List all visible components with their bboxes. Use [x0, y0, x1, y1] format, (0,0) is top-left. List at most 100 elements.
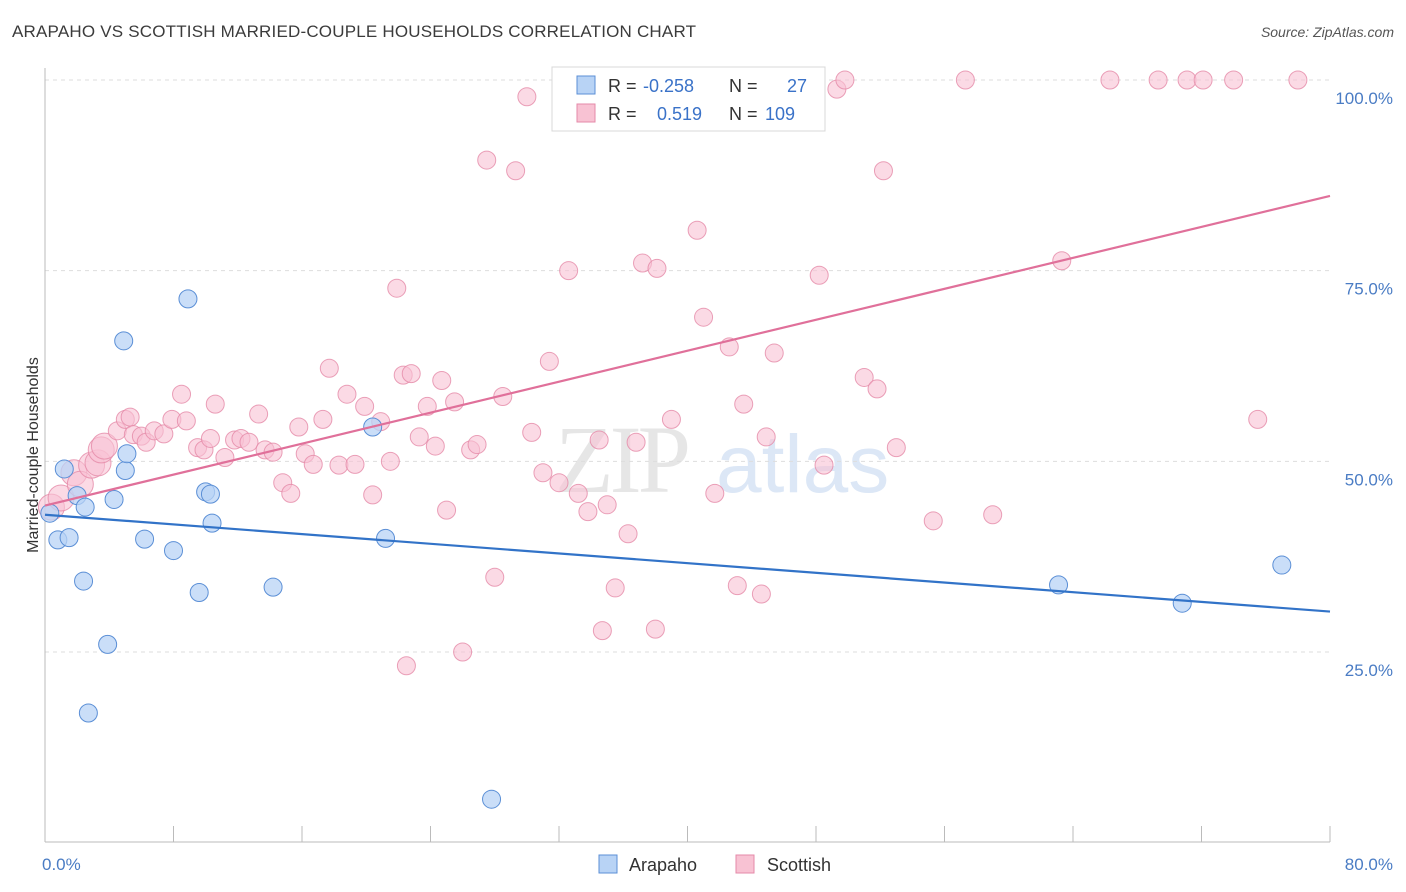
stats-n-label-arapaho: N = [729, 76, 758, 96]
x-ticks [44, 826, 1331, 842]
scottish-point-71 [618, 524, 638, 544]
scottish-point-61 [522, 422, 542, 442]
legend: Arapaho Scottish [598, 854, 831, 875]
scottish-point-92 [886, 438, 906, 458]
scottish-point-90 [867, 379, 887, 399]
scottish-point-93 [923, 511, 943, 531]
arapaho-point-20 [263, 577, 283, 597]
scottish-point-82 [751, 584, 771, 604]
scottish-point-44 [387, 278, 407, 298]
scottish-point-69 [597, 495, 617, 515]
scottish-point-95 [983, 505, 1003, 525]
arapaho-point-7 [78, 703, 98, 723]
scottish-point-78 [705, 483, 725, 503]
stats-box-frame [551, 66, 826, 132]
scottish-point-68 [589, 430, 609, 450]
arapaho-trend-line [44, 513, 1331, 613]
scottish-point-48 [417, 396, 437, 416]
y-tick-label-75: 75.0% [1345, 280, 1393, 299]
scottish-point-91 [873, 161, 893, 181]
scottish-point-66 [568, 483, 588, 503]
arapaho-point-22 [376, 528, 396, 548]
arapaho-point-12 [114, 331, 134, 351]
chart-source: Source: ZipAtlas.com [1260, 24, 1394, 40]
arapaho-point-15 [178, 289, 198, 309]
scottish-trend-line [44, 194, 1331, 507]
scottish-point-76 [687, 220, 707, 240]
arapaho-point-13 [135, 529, 155, 549]
scottish-point-49 [425, 436, 445, 456]
arapaho-point-19 [202, 513, 222, 533]
arapaho-point-26 [1272, 555, 1292, 575]
legend-swatch-arapaho [598, 854, 618, 874]
scottish-point-103 [1288, 70, 1308, 90]
scottish-point-101 [1224, 70, 1244, 90]
arapaho-point-8 [98, 634, 118, 654]
x-tick-label-max: 80.0% [1345, 855, 1393, 874]
stats-r-label-scottish: R = [608, 104, 637, 124]
scottish-point-64 [549, 473, 569, 493]
scottish-point-57 [485, 567, 505, 587]
y-axis-title: Married-couple Households [25, 357, 42, 553]
scottish-point-72 [626, 432, 646, 452]
scottish-point-53 [453, 642, 473, 662]
scottish-point-26 [239, 432, 259, 452]
scottish-point-77 [694, 307, 714, 327]
arapaho-point-23 [482, 789, 502, 809]
scottish-point-51 [437, 500, 457, 520]
stats-n-value-scottish: 109 [765, 104, 795, 124]
scottish-point-75 [661, 409, 681, 429]
scottish-point-34 [303, 454, 323, 474]
scottish-point-55 [467, 435, 487, 455]
y-tick-labels: 25.0% 50.0% 75.0% 100.0% [1335, 89, 1393, 680]
scottish-point-43 [380, 451, 400, 471]
y-tick-label-25: 25.0% [1345, 661, 1393, 680]
x-tick-label-min: 0.0% [42, 855, 81, 874]
arapaho-point-25 [1172, 593, 1192, 613]
legend-label-scottish: Scottish [767, 855, 831, 875]
stats-swatch-scottish [576, 103, 596, 123]
y-tick-label-50: 50.0% [1345, 470, 1393, 489]
arapaho-point-24 [1049, 575, 1069, 595]
scottish-point-87 [814, 455, 834, 475]
stats-r-value-scottish: 0.519 [657, 104, 702, 124]
scottish-point-62 [533, 463, 553, 483]
stats-r-label-arapaho: R = [608, 76, 637, 96]
arapaho-point-2 [54, 459, 74, 479]
scottish-point-60 [517, 87, 537, 107]
scottish-point-104 [396, 656, 416, 676]
chart-title: ARAPAHO VS SCOTTISH MARRIED-COUPLE HOUSE… [12, 22, 697, 41]
arapaho-point-3 [59, 528, 79, 548]
scottish-points [37, 70, 1308, 676]
arapaho-point-5 [75, 497, 95, 517]
arapaho-point-6 [74, 571, 94, 591]
scottish-point-7 [90, 432, 118, 460]
scottish-point-50 [432, 370, 452, 390]
watermark-atlas: atlas [716, 419, 889, 510]
scottish-point-59 [506, 161, 526, 181]
scottish-point-37 [329, 455, 349, 475]
arapaho-point-9 [104, 489, 124, 509]
scottish-point-98 [1148, 70, 1168, 90]
y-tick-label-100: 100.0% [1335, 89, 1393, 108]
scottish-point-46 [401, 364, 421, 384]
scottish-point-70 [605, 578, 625, 598]
stats-n-label-scottish: N = [729, 104, 758, 124]
stats-r-value-arapaho: -0.258 [643, 76, 694, 96]
scottish-point-22 [205, 394, 225, 414]
scottish-point-47 [409, 427, 429, 447]
scottish-point-100 [1193, 70, 1213, 90]
scottish-point-15 [154, 424, 174, 444]
scottish-point-39 [345, 454, 365, 474]
scottish-point-107 [835, 70, 855, 90]
scottish-point-97 [1100, 70, 1120, 90]
scottish-point-10 [120, 407, 140, 427]
scottish-point-17 [172, 384, 192, 404]
arapaho-point-18 [200, 484, 220, 504]
stats-n-value-arapaho: 27 [787, 76, 807, 96]
scottish-point-32 [289, 417, 309, 437]
scottish-point-94 [955, 70, 975, 90]
arapaho-points [40, 289, 1292, 809]
scottish-point-89 [854, 367, 874, 387]
